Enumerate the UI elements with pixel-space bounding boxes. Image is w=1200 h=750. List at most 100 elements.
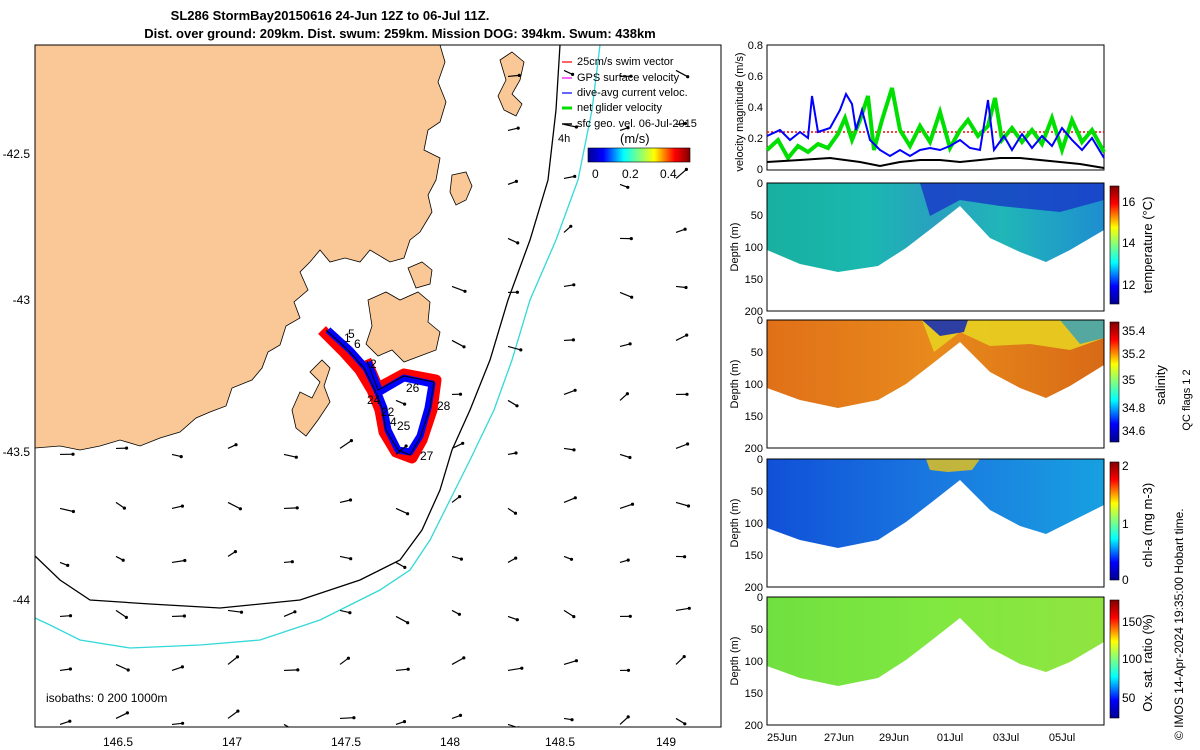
velocity-arrow-head: [682, 655, 686, 659]
isobath-200m: [35, 45, 561, 609]
velocity-arrow: [115, 609, 127, 618]
velocity-arrow: [59, 507, 74, 513]
velocity-arrow: [227, 501, 241, 510]
depth-tick: 150: [745, 274, 763, 286]
velocity-arrow-head: [630, 295, 634, 299]
velocity-arrow-head: [683, 555, 687, 559]
velocity-arrow-head: [406, 512, 410, 516]
depth-ylabel: Depth (m): [729, 360, 741, 409]
velocity-arrow: [675, 69, 688, 78]
velocity-arrow-head: [236, 709, 240, 713]
velocity-arrow-head: [290, 560, 294, 564]
velocity-arrow-head: [352, 716, 356, 720]
velocity-arrow-head: [519, 348, 523, 352]
velocity-arrow: [507, 127, 519, 132]
lat-tick: -44: [13, 593, 31, 607]
depth-tick: 0: [757, 592, 763, 604]
velocity-arrow-head: [403, 565, 407, 570]
velocity-arrow-head: [515, 618, 519, 622]
velocity-arrow-head: [515, 404, 519, 408]
velocity-arrow-head: [235, 655, 240, 659]
cb-tick: 1: [1122, 517, 1129, 531]
velocity-arrow-head: [574, 125, 579, 129]
velocity-arrow-head: [125, 711, 129, 715]
velocity-arrow: [563, 660, 577, 666]
velocity-arrow: [507, 615, 518, 621]
velocity-arrow-head: [514, 179, 519, 183]
velocity-arrow-head: [516, 126, 520, 130]
velocity-arrow-head: [630, 502, 635, 506]
velocity-arrow-head: [459, 557, 463, 561]
vel-ytick: 0.4: [748, 102, 763, 114]
cb-tick: 16: [1122, 195, 1136, 209]
velocity-arrow-head: [457, 612, 461, 616]
depth-tick: 50: [751, 210, 763, 222]
velocity-arrow: [675, 334, 687, 341]
velocity-arrow-head: [291, 728, 294, 731]
velocity-arrow-head: [349, 439, 353, 443]
velocity-arrow-head: [234, 443, 238, 447]
depth-tick: 50: [751, 624, 763, 636]
velocity-arrow: [451, 285, 466, 292]
track-label: 24: [367, 393, 381, 407]
velocity-arrow: [227, 609, 242, 613]
colorbar-units: (m/s): [620, 131, 650, 146]
cb-tick: 14: [1122, 236, 1136, 250]
velocity-arrow-head: [68, 614, 73, 618]
velocity-arrow: [619, 393, 628, 401]
velocity-arrow-head: [685, 392, 689, 396]
velocity-arrow: [619, 343, 631, 348]
velocity-ylabel: velocity magnitude (m/s): [734, 52, 746, 171]
velocity-arrow-head: [462, 656, 466, 660]
velocity-arrow: [619, 453, 631, 459]
lon-tick: 148: [440, 735, 460, 749]
depth-tick: 100: [745, 656, 763, 668]
velocity-arrow: [675, 168, 687, 179]
velocity-arrow-head: [293, 610, 297, 614]
velocity-arrow-head: [403, 402, 407, 406]
velocity-arrow-head: [572, 615, 576, 619]
depth-tick: 150: [745, 688, 763, 700]
velocity-arrow-head: [516, 241, 520, 245]
velocity-arrow-head: [574, 659, 579, 663]
velocity-arrow: [675, 285, 687, 289]
depth-tick: 150: [745, 550, 763, 562]
lon-tick: 149: [656, 735, 676, 749]
oxygen-section: 150 100 50 Ox. sat. ratio (%): [766, 596, 1155, 726]
velocity-arrow-head: [180, 665, 184, 669]
figure-title-line2: Dist. over ground: 209km. Dist. swum: 25…: [144, 26, 656, 41]
velocity-arrow: [675, 501, 689, 507]
sfc-velocity-arrows: [59, 69, 691, 731]
velocity-arrow-head: [181, 721, 185, 725]
velocity-arrow: [507, 237, 518, 244]
velocity-arrow: [395, 507, 408, 515]
velocity-arrow-head: [685, 333, 689, 337]
tasmania-land: [35, 45, 447, 451]
velocity-arrow-head: [686, 442, 690, 446]
velocity-arrow: [563, 609, 575, 618]
velocity-arrow: [171, 505, 183, 510]
cb-tick: 35.4: [1122, 324, 1146, 338]
cb-tick: 35.2: [1122, 347, 1146, 361]
lat-tick: -43: [13, 293, 31, 307]
velocity-arrow-head: [122, 506, 126, 510]
velocity-arrow-head: [71, 452, 75, 456]
track-label: 22: [381, 405, 395, 419]
depth-tick: 150: [745, 411, 763, 423]
velocity-arrow: [339, 717, 354, 720]
map-lat-axis: -42.5 -43 -43.5 -44: [3, 147, 31, 607]
maria-island: [449, 171, 473, 206]
velocity-arrow: [283, 453, 297, 458]
velocity-arrow: [507, 74, 520, 78]
velocity-arrow: [563, 175, 575, 180]
dive-avg-current-series: [766, 91, 1105, 159]
velocity-arrow-head: [180, 504, 184, 508]
velocity-arrow-head: [295, 506, 299, 510]
track-label: 2: [370, 357, 377, 371]
velocity-arrow-head: [684, 167, 689, 171]
velocity-arrow: [115, 712, 128, 719]
depth-tick: 200: [745, 720, 763, 732]
velocity-arrow-head: [573, 496, 577, 500]
velocity-arrow: [619, 291, 632, 298]
glider-track-center: [325, 329, 435, 456]
